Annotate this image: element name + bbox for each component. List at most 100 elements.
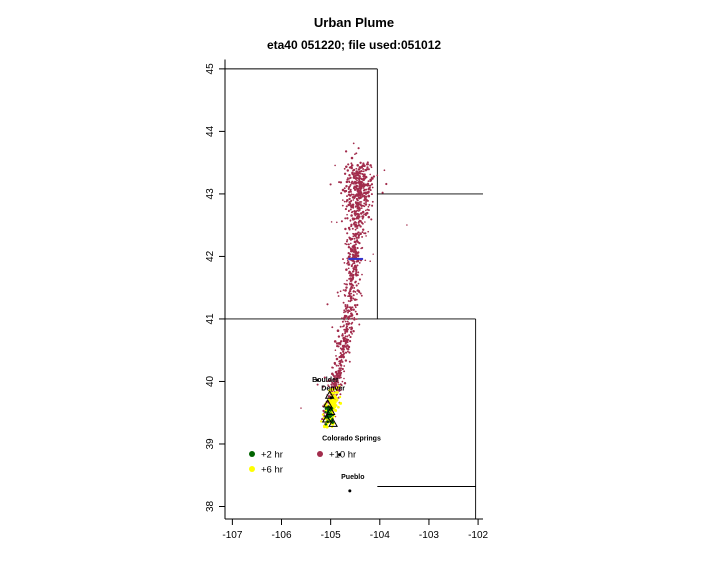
plume-point (364, 232, 367, 235)
y-tick-label: 43 (205, 188, 216, 200)
plume-point (349, 219, 352, 222)
plume-point (331, 385, 333, 387)
plume-point (362, 189, 365, 192)
plume-point (349, 336, 352, 338)
plume-point (369, 164, 372, 167)
plume-point (370, 166, 373, 169)
plume-point (337, 381, 340, 384)
plume-point (319, 420, 323, 423)
axes: 38 39 40 41 42 43 44 45 -107 -106 -105 -104 -103 -102 (205, 59, 489, 541)
plume-point (352, 250, 356, 253)
plume-point (352, 308, 355, 311)
plume-point (333, 399, 336, 402)
plume-point (359, 177, 362, 180)
plume-point (355, 312, 359, 316)
plume-point (347, 295, 349, 298)
x-tick-label: -102 (468, 530, 488, 541)
city-dot (338, 453, 342, 457)
plume-point (406, 224, 408, 226)
plume-point (324, 407, 327, 410)
plume-point (360, 181, 363, 184)
plume-point (361, 231, 364, 234)
plume-point (366, 161, 369, 164)
plume-point (333, 340, 337, 343)
plume-point (349, 340, 352, 343)
plume-point (337, 405, 340, 409)
city-label: Pueblo (341, 474, 364, 481)
legend-item: +10 hr (317, 450, 356, 461)
plume-point (356, 194, 359, 197)
plume-point (362, 173, 364, 175)
plume-point (347, 246, 351, 249)
plume-point (347, 226, 351, 230)
plume-point (339, 374, 342, 377)
plume-point (341, 204, 344, 207)
plume-point (338, 389, 341, 392)
plume-point (340, 389, 342, 391)
plume-point (359, 232, 362, 235)
plume-point (335, 370, 338, 373)
plume-point (352, 273, 355, 277)
plume-point (363, 173, 366, 176)
plume-point (347, 300, 350, 302)
plume-point (356, 293, 358, 295)
plume-point (352, 267, 354, 269)
plume-point (363, 202, 366, 205)
plume-point (341, 360, 344, 363)
plume-point (350, 166, 353, 170)
plume-point (350, 181, 353, 185)
plume-point (353, 286, 356, 289)
plume-point (329, 399, 333, 402)
plume-point (353, 304, 357, 307)
plume-point (347, 177, 349, 179)
plume-point (352, 193, 355, 196)
plume-point (342, 346, 345, 350)
plume-point (354, 281, 357, 284)
legend-swatch (249, 466, 255, 472)
plume-point (356, 199, 359, 202)
plume-point (347, 267, 350, 270)
plume-point (356, 202, 359, 205)
plume-point (348, 326, 351, 329)
plume-point (345, 325, 349, 328)
plume-point (347, 323, 350, 326)
plume-point (355, 197, 358, 200)
plume-point (349, 208, 352, 211)
plume-point (336, 376, 339, 379)
plume-point (326, 303, 329, 306)
plume-point (342, 353, 345, 356)
plume-point (359, 161, 362, 164)
plume-point (343, 336, 346, 339)
plume-point (351, 171, 354, 175)
plume-point (340, 384, 343, 387)
plume-point (339, 181, 343, 184)
plume-point (341, 320, 344, 323)
plume-point (336, 344, 339, 348)
plume-point (342, 355, 345, 359)
plume-point (339, 386, 342, 388)
plume-point (354, 250, 358, 253)
plume-point (333, 394, 336, 397)
legend-label: +2 hr (261, 450, 283, 461)
plume-point (345, 338, 348, 341)
plume-point (354, 177, 358, 180)
plume-point (338, 384, 341, 387)
plume-point (341, 349, 344, 351)
plume-point (348, 292, 350, 294)
plume-point (335, 355, 337, 357)
city-dot (348, 489, 352, 493)
plume-point (323, 376, 326, 379)
plume-point (357, 215, 360, 218)
plume-point (346, 178, 349, 181)
plume-point (344, 342, 347, 345)
plume-point (345, 268, 348, 271)
plume-point (345, 283, 347, 286)
plume-point (344, 310, 347, 313)
plume-point (349, 274, 352, 277)
plume-point (346, 259, 349, 262)
plume-point (362, 186, 365, 189)
plume-point (359, 201, 362, 203)
markers (321, 257, 364, 427)
plume-point (341, 317, 343, 320)
